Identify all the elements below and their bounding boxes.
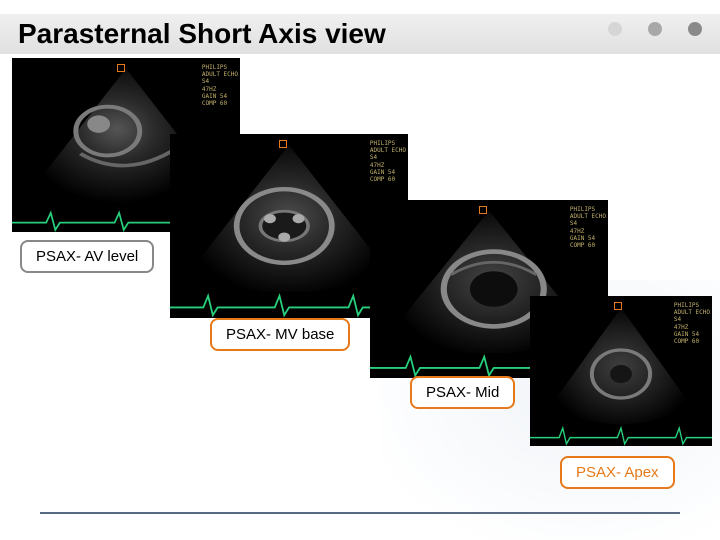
scan-metadata: PHILIPS ADULT ECHO S4 47HZ GAIN 54 COMP … xyxy=(370,140,406,183)
label-psax-mv: PSAX- MV base xyxy=(210,318,350,351)
dot-icon xyxy=(608,22,622,36)
label-text: PSAX- Apex xyxy=(576,464,659,481)
scan-metadata: PHILIPS ADULT ECHO S4 47HZ GAIN 54 COMP … xyxy=(674,302,710,345)
label-text: PSAX- AV level xyxy=(36,248,138,265)
label-psax-apex: PSAX- Apex xyxy=(560,456,675,489)
probe-marker-icon xyxy=(117,64,125,72)
page-title: Parasternal Short Axis view xyxy=(18,18,386,50)
scan-metadata: PHILIPS ADULT ECHO S4 47HZ GAIN 54 COMP … xyxy=(202,64,238,107)
dot-icon xyxy=(688,22,702,36)
probe-marker-icon xyxy=(614,302,622,310)
probe-marker-icon xyxy=(479,206,487,214)
decorative-dots xyxy=(608,22,702,36)
label-psax-mid: PSAX- Mid xyxy=(410,376,515,409)
dot-icon xyxy=(648,22,662,36)
label-text: PSAX- Mid xyxy=(426,384,499,401)
footer-divider xyxy=(40,512,680,514)
ultrasound-image-apex: PHILIPS ADULT ECHO S4 47HZ GAIN 54 COMP … xyxy=(530,296,712,446)
ecg-strip xyxy=(530,425,712,446)
probe-marker-icon xyxy=(279,140,287,148)
scan-metadata: PHILIPS ADULT ECHO S4 47HZ GAIN 54 COMP … xyxy=(570,206,606,249)
label-psax-av: PSAX- AV level xyxy=(20,240,154,273)
label-text: PSAX- MV base xyxy=(226,326,334,343)
